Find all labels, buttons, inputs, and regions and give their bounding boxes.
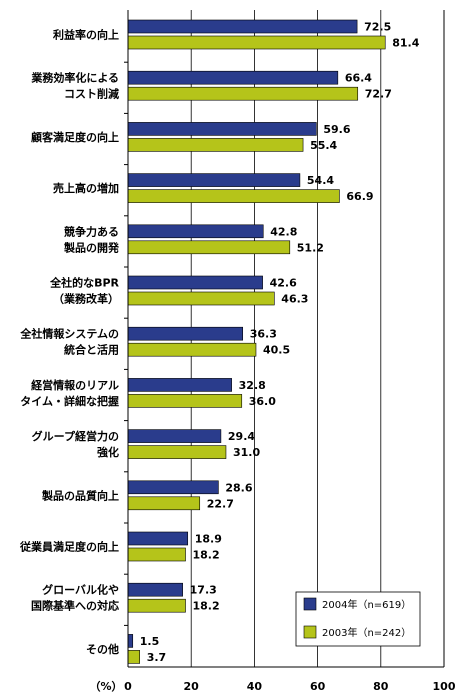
- value-label: 29.4: [228, 430, 255, 443]
- bar-series-1: [127, 275, 263, 290]
- bar-series-2: [127, 35, 386, 50]
- bar-series-2: [127, 86, 359, 101]
- category-label: 全社情報システムの: [19, 327, 119, 341]
- bar-series-2: [127, 445, 227, 459]
- category-label: グローバル化や: [42, 583, 119, 597]
- category-label: タイム・詳細な把握: [20, 394, 119, 408]
- x-tick-label: 100: [433, 680, 456, 693]
- x-tick-label: 20: [184, 680, 200, 693]
- legend-label: 2003年（n=242）: [322, 626, 411, 639]
- value-label: 42.6: [270, 277, 297, 290]
- value-label: 1.5: [140, 635, 160, 648]
- category-label: 競争力ある: [64, 224, 119, 238]
- value-label: 40.5: [263, 344, 290, 357]
- category-label: 利益率の向上: [53, 28, 119, 42]
- category-label: 経営情報のリアル: [31, 378, 119, 392]
- category-label: 製品の開発: [63, 240, 120, 254]
- x-axis-unit: （%）: [89, 680, 122, 693]
- bar-series-2: [127, 342, 257, 357]
- bar-series-1: [127, 70, 339, 85]
- value-label: 17.3: [190, 584, 217, 597]
- x-tick-label: 60: [310, 680, 326, 693]
- bar-series-2: [127, 138, 304, 152]
- value-label: 18.2: [193, 600, 220, 613]
- legend-box: [295, 591, 421, 647]
- category-label: 製品の品質向上: [41, 488, 119, 502]
- value-label: 36.3: [250, 328, 277, 341]
- category-label: その他: [86, 642, 119, 656]
- bar-series-2: [127, 598, 186, 613]
- value-label: 22.7: [207, 497, 234, 510]
- category-label: コスト削減: [64, 87, 119, 101]
- category-label: 業務効率化による: [30, 71, 119, 85]
- value-label: 42.8: [270, 225, 297, 238]
- category-label: 売上高の増加: [53, 181, 119, 195]
- x-tick-label: 80: [373, 680, 389, 693]
- value-label: 46.3: [281, 293, 308, 306]
- category-label: 国際基準への対応: [31, 599, 119, 613]
- value-label: 81.4: [392, 37, 419, 50]
- bar-series-1: [127, 378, 232, 392]
- bar-series-2: [127, 291, 275, 306]
- value-label: 51.2: [297, 241, 324, 254]
- bar-series-2: [127, 394, 243, 408]
- bar-series-2: [127, 650, 140, 664]
- legend-swatch: [303, 625, 317, 639]
- value-label: 54.4: [307, 174, 334, 187]
- bar-series-1: [127, 224, 264, 239]
- value-label: 72.7: [365, 88, 392, 101]
- bar-series-1: [127, 326, 244, 341]
- category-label: （業務改革）: [53, 292, 119, 306]
- x-tick-label: 0: [124, 680, 132, 693]
- value-label: 55.4: [310, 139, 337, 152]
- value-label: 3.7: [147, 651, 167, 664]
- bar-series-2: [127, 240, 291, 255]
- legend-label: 2004年（n=619）: [322, 598, 411, 611]
- category-label: 強化: [97, 445, 119, 459]
- x-tick-label: 40: [247, 680, 263, 693]
- value-label: 18.9: [195, 533, 222, 546]
- category-label: グループ経営力の: [32, 429, 119, 443]
- value-label: 31.0: [233, 446, 260, 459]
- value-labels: 72.581.4 66.4 72.7 59.6 55.4 54.4 66.9 42.851.2…: [140, 21, 420, 664]
- x-axis: 0 20 40 60 80 100 （%）: [89, 10, 456, 693]
- category-label: 全社的なBPR: [49, 276, 119, 290]
- bar-series-1: [127, 173, 301, 187]
- bar-series-2: [127, 496, 201, 511]
- value-label: 32.8: [239, 379, 266, 392]
- bars: [127, 19, 386, 664]
- bar-series-2: [127, 547, 186, 562]
- category-label: 従業員満足度の向上: [19, 540, 119, 554]
- value-label: 59.6: [323, 123, 350, 136]
- value-label: 18.2: [193, 549, 220, 562]
- bar-series-2: [127, 189, 340, 203]
- bar-series-1: [127, 19, 358, 34]
- value-label: 36.0: [249, 395, 276, 408]
- category-label: 顧客満足度の向上: [31, 130, 119, 144]
- category-labels: 利益率の向上業務効率化によるコスト削減顧客満足度の向上売上高の増加競争力ある製品…: [19, 28, 120, 656]
- bar-series-1: [127, 634, 134, 648]
- value-label: 66.9: [346, 190, 373, 203]
- bar-series-1: [127, 122, 317, 136]
- bar-series-1: [127, 531, 189, 546]
- value-label: 28.6: [225, 481, 252, 494]
- value-label: 66.4: [345, 72, 372, 85]
- bar-series-1: [127, 582, 183, 597]
- bar-series-1: [127, 480, 219, 495]
- category-label: 統合と活用: [64, 343, 119, 357]
- bar-series-1: [127, 429, 222, 443]
- value-label: 72.5: [364, 21, 391, 34]
- legend: 2004年（n=619） 2003年（n=242）: [295, 591, 421, 647]
- legend-swatch: [303, 597, 317, 611]
